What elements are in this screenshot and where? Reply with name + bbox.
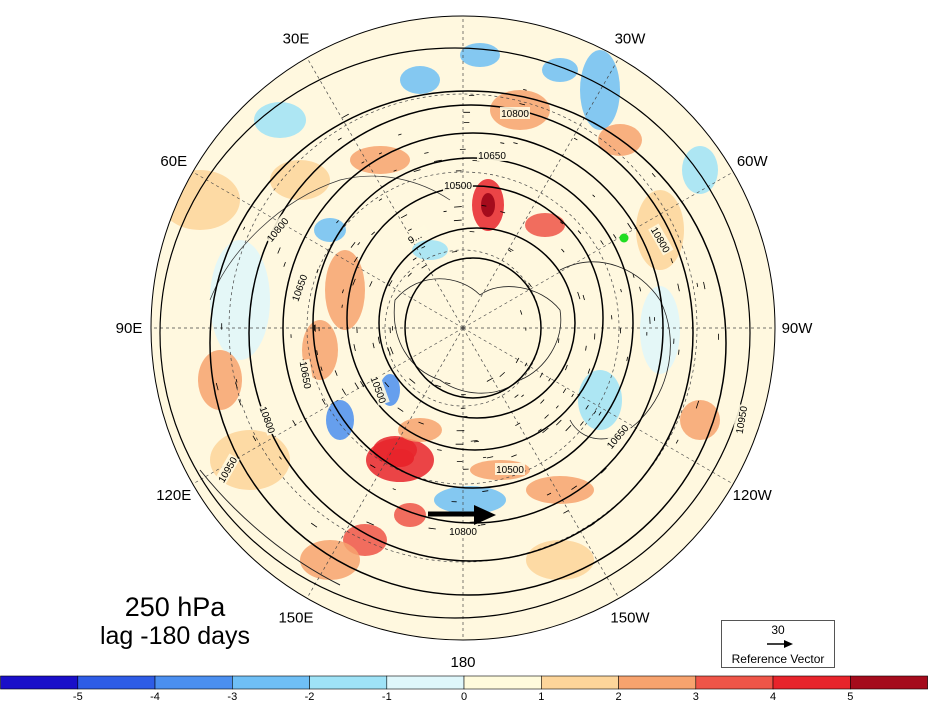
longitude-label: 120E [156,487,191,504]
longitude-label: 180 [450,654,475,671]
reference-arrow-icon [767,640,793,648]
colorbar-swatch [386,675,465,690]
contour-label-bg [398,224,431,250]
colorbar-swatch [232,675,310,690]
contour-label-bg [262,214,292,245]
reference-vector-box: 30 Reference Vector [721,620,835,668]
contour-label-bg [448,525,478,537]
colorbar-swatch [0,675,79,690]
colorbar: -5 -4 -3 -2 -1 0 1 2 3 4 5 [0,675,928,702]
graticule [151,16,775,640]
colorbar-label: 0 [461,691,467,702]
contour-label: 10650 [297,360,313,390]
reference-vector-label: Reference Vector [731,652,825,666]
longitude-label: 150E [278,609,313,626]
contour-label: 10650 [478,151,506,162]
colorbar-label: 4 [770,691,776,702]
colorbar-swatch [463,675,542,690]
colorbar-swatch [77,675,156,690]
colorbar-label: -3 [227,691,237,702]
large-wind-vector [428,505,496,525]
colorbar-swatch [849,675,928,690]
colorbar-label: -1 [382,691,392,702]
contour-label: 10800 [501,109,529,120]
longitude-label: 90E [116,320,143,337]
contour-label: 10500 [444,181,472,192]
contour-label-bg [257,403,279,436]
contour-label-bg [477,149,507,161]
contour-label-bg [732,404,750,436]
contour-label-bg [214,453,240,486]
longitude-label: 0 [459,0,467,3]
contour-label-bg [602,421,632,452]
contour-label-bg [443,179,473,191]
colorbar-label: 5 [847,691,853,702]
longitude-label: 90W [782,320,814,337]
colorbar-label: 3 [693,691,699,702]
coastlines [199,175,671,586]
colorbar-label: -4 [150,691,160,702]
colorbar-swatch [154,675,233,690]
colorbar-label: -2 [305,691,315,702]
contour-label-bg [500,107,530,119]
longitude-label: 30W [615,31,647,48]
height-contours [159,47,751,619]
contour-label-bg [368,373,390,406]
contour-label-bg [495,463,525,475]
colorbar-swatch [309,675,388,690]
colorbar-label: 1 [538,691,544,702]
lag-title: lag -180 days [99,622,251,650]
longitude-label: 120W [733,487,773,504]
map-border [150,15,776,641]
longitude-label: 30E [283,31,310,48]
colorbar-swatch [540,675,619,690]
colorbar-label: -5 [73,691,83,702]
colorbar-swatch [772,675,851,690]
longitude-labels: 0 30W 60W 90W 120W 150W 180 150E 120E 90E 60E 30E [116,0,814,671]
contour-label-bg [648,223,674,256]
contour-label-bg [288,271,310,304]
wind-vectors [215,89,720,530]
contour-label: 10950 [735,405,751,435]
pressure-level-title: 250 hPa [124,592,226,622]
reference-vector-magnitude: 30 [771,623,785,637]
colorbar-swatch [695,675,774,690]
contour-label-bg [297,359,315,391]
contour-label: 10800 [449,527,477,538]
longitude-label: 60W [737,153,769,170]
colorbar-swatch [618,675,697,690]
longitude-label: 60E [160,153,187,170]
location-marker [619,233,629,243]
longitude-label: 150W [610,609,650,626]
colorbar-label: 2 [615,691,621,702]
contour-label: 10500 [496,465,524,476]
